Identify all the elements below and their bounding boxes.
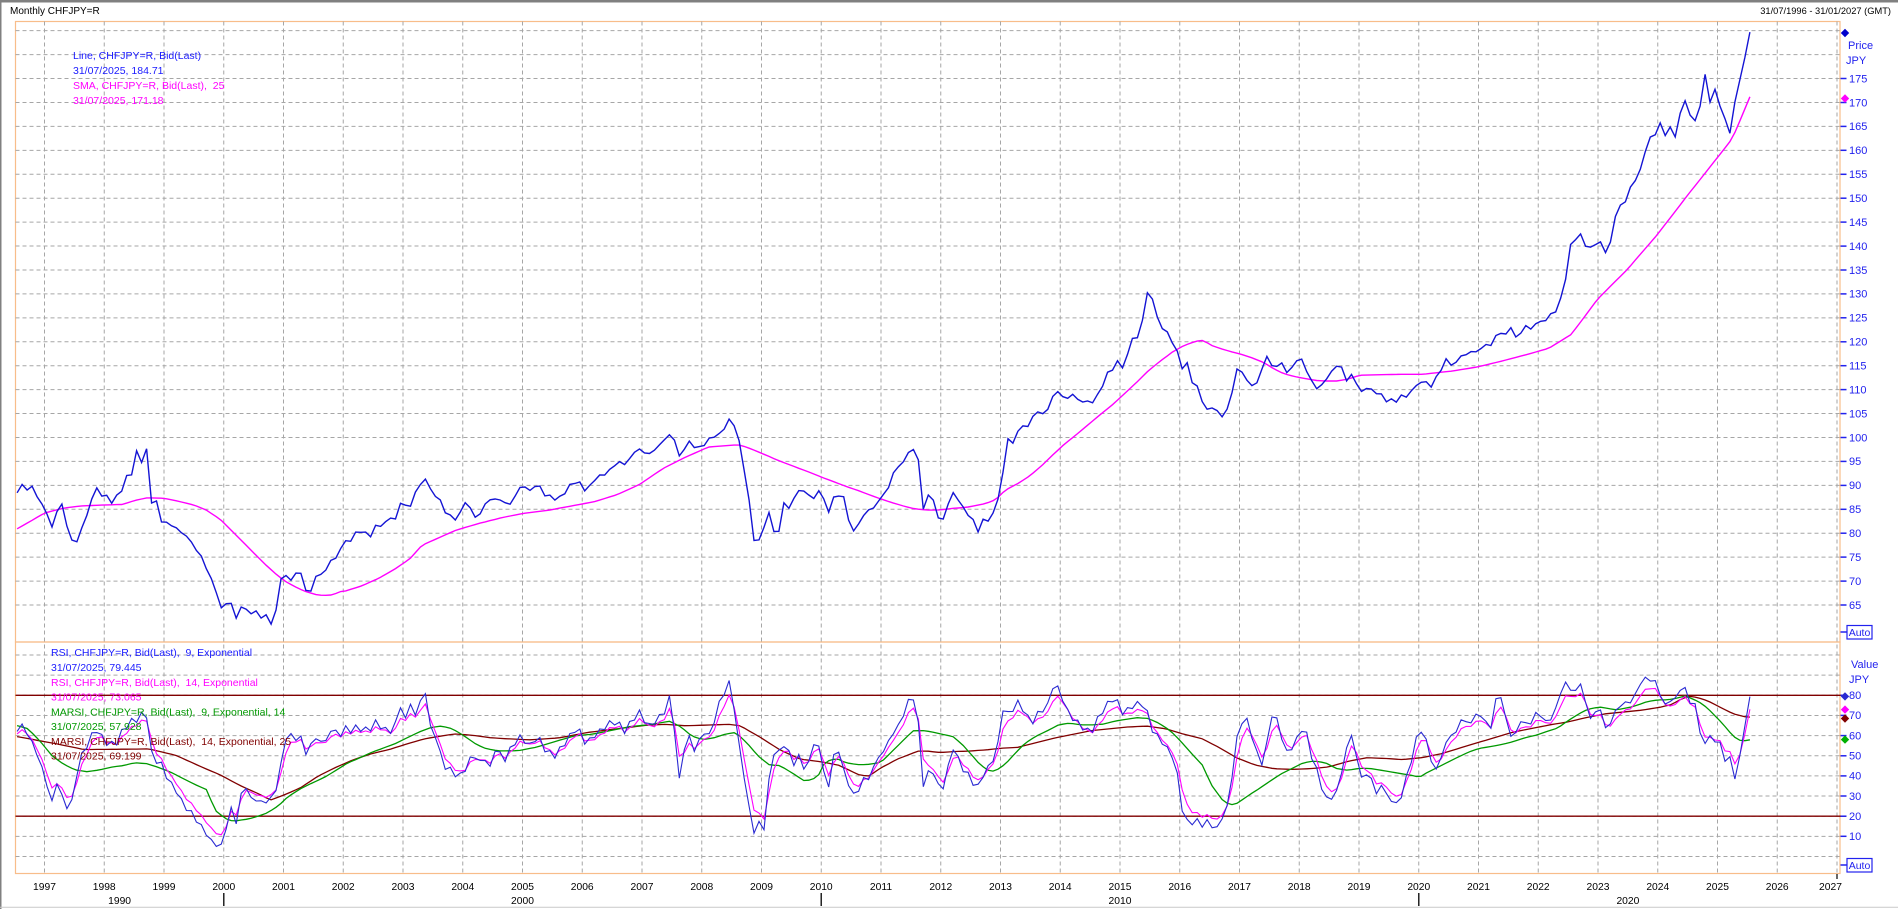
svg-text:2002: 2002 bbox=[332, 882, 355, 893]
svg-text:155: 155 bbox=[1849, 169, 1867, 181]
svg-text:50: 50 bbox=[1849, 751, 1861, 763]
svg-text:JPY: JPY bbox=[1849, 674, 1870, 686]
svg-text:90: 90 bbox=[1849, 480, 1861, 492]
svg-text:2007: 2007 bbox=[631, 882, 654, 893]
svg-text:1990: 1990 bbox=[108, 896, 131, 907]
svg-text:1998: 1998 bbox=[93, 882, 116, 893]
svg-text:125: 125 bbox=[1849, 313, 1867, 325]
svg-text:65: 65 bbox=[1849, 600, 1861, 612]
svg-text:80: 80 bbox=[1849, 690, 1861, 702]
svg-text:2023: 2023 bbox=[1587, 882, 1610, 893]
svg-text:2018: 2018 bbox=[1288, 882, 1311, 893]
svg-text:2014: 2014 bbox=[1049, 882, 1072, 893]
svg-text:120: 120 bbox=[1849, 337, 1867, 349]
svg-text:70: 70 bbox=[1849, 576, 1861, 588]
svg-text:JPY: JPY bbox=[1846, 55, 1867, 67]
svg-text:75: 75 bbox=[1849, 552, 1861, 564]
svg-text:20: 20 bbox=[1849, 811, 1861, 823]
svg-text:60: 60 bbox=[1849, 730, 1861, 742]
svg-text:Price: Price bbox=[1848, 40, 1873, 52]
svg-text:165: 165 bbox=[1849, 121, 1867, 133]
svg-text:2022: 2022 bbox=[1527, 882, 1550, 893]
svg-text:105: 105 bbox=[1849, 408, 1867, 420]
svg-text:140: 140 bbox=[1849, 241, 1867, 253]
svg-text:31/07/2025, 184.71: 31/07/2025, 184.71 bbox=[73, 65, 164, 77]
svg-text:2020: 2020 bbox=[1616, 896, 1639, 907]
svg-text:31/07/2025, 57.928: 31/07/2025, 57.928 bbox=[51, 721, 142, 733]
svg-text:MARSI, CHFJPY=R, Bid(Last), 9: MARSI, CHFJPY=R, Bid(Last), 9, Exponenti… bbox=[51, 707, 285, 719]
svg-text:70: 70 bbox=[1849, 710, 1861, 722]
svg-text:10: 10 bbox=[1849, 831, 1861, 843]
svg-text:2008: 2008 bbox=[690, 882, 713, 893]
svg-text:100: 100 bbox=[1849, 432, 1867, 444]
svg-text:2004: 2004 bbox=[451, 882, 474, 893]
svg-text:2025: 2025 bbox=[1706, 882, 1729, 893]
svg-text:SMA, CHFJPY=R, Bid(Last), 25: SMA, CHFJPY=R, Bid(Last), 25 bbox=[73, 80, 225, 92]
svg-text:2026: 2026 bbox=[1766, 882, 1789, 893]
svg-text:31/07/2025, 171.18: 31/07/2025, 171.18 bbox=[73, 95, 164, 107]
svg-text:31/07/2025, 79.445: 31/07/2025, 79.445 bbox=[51, 662, 142, 674]
svg-text:2020: 2020 bbox=[1407, 882, 1430, 893]
svg-text:145: 145 bbox=[1849, 217, 1867, 229]
svg-text:2015: 2015 bbox=[1109, 882, 1132, 893]
svg-text:2003: 2003 bbox=[392, 882, 415, 893]
svg-text:Auto: Auto bbox=[1849, 860, 1871, 872]
svg-text:95: 95 bbox=[1849, 456, 1861, 468]
svg-text:2013: 2013 bbox=[989, 882, 1012, 893]
svg-text:2012: 2012 bbox=[929, 882, 952, 893]
svg-text:80: 80 bbox=[1849, 528, 1861, 540]
svg-text:2009: 2009 bbox=[750, 882, 773, 893]
svg-text:40: 40 bbox=[1849, 771, 1861, 783]
svg-text:115: 115 bbox=[1849, 361, 1867, 373]
svg-text:Line, CHFJPY=R, Bid(Last): Line, CHFJPY=R, Bid(Last) bbox=[73, 50, 201, 62]
svg-text:160: 160 bbox=[1849, 145, 1867, 157]
svg-text:2017: 2017 bbox=[1228, 882, 1251, 893]
svg-text:1999: 1999 bbox=[153, 882, 176, 893]
svg-text:2027: 2027 bbox=[1819, 882, 1842, 893]
svg-text:170: 170 bbox=[1849, 97, 1867, 109]
svg-text:MARSI, CHFJPY=R, Bid(Last), 1: MARSI, CHFJPY=R, Bid(Last), 14, Exponent… bbox=[51, 736, 291, 748]
svg-text:2011: 2011 bbox=[870, 882, 892, 893]
svg-text:2001: 2001 bbox=[272, 882, 295, 893]
svg-text:2021: 2021 bbox=[1467, 882, 1490, 893]
svg-text:2000: 2000 bbox=[212, 882, 235, 893]
svg-text:2010: 2010 bbox=[810, 882, 833, 893]
svg-text:Auto: Auto bbox=[1849, 627, 1871, 639]
svg-text:2005: 2005 bbox=[511, 882, 534, 893]
svg-text:110: 110 bbox=[1849, 384, 1867, 396]
svg-text:31/07/2025, 73.065: 31/07/2025, 73.065 bbox=[51, 692, 142, 704]
svg-text:31/07/2025, 69.199: 31/07/2025, 69.199 bbox=[51, 751, 142, 763]
svg-text:2006: 2006 bbox=[571, 882, 594, 893]
svg-text:RSI, CHFJPY=R, Bid(Last), 14,: RSI, CHFJPY=R, Bid(Last), 14, Exponentia… bbox=[51, 677, 258, 689]
svg-text:2024: 2024 bbox=[1646, 882, 1669, 893]
svg-text:2000: 2000 bbox=[511, 896, 534, 907]
svg-text:Monthly CHFJPY=R: Monthly CHFJPY=R bbox=[10, 6, 100, 17]
svg-text:31/07/1996 - 31/01/2027 (GMT): 31/07/1996 - 31/01/2027 (GMT) bbox=[1760, 6, 1891, 16]
svg-text:1997: 1997 bbox=[33, 882, 56, 893]
svg-text:175: 175 bbox=[1849, 73, 1867, 85]
svg-text:2019: 2019 bbox=[1348, 882, 1371, 893]
svg-text:135: 135 bbox=[1849, 265, 1867, 277]
svg-text:150: 150 bbox=[1849, 193, 1867, 205]
svg-text:85: 85 bbox=[1849, 504, 1861, 516]
svg-text:2016: 2016 bbox=[1168, 882, 1191, 893]
svg-text:RSI, CHFJPY=R, Bid(Last), 9,: RSI, CHFJPY=R, Bid(Last), 9, Exponential bbox=[51, 647, 252, 659]
svg-text:Value: Value bbox=[1851, 659, 1878, 671]
svg-text:2010: 2010 bbox=[1109, 896, 1132, 907]
svg-text:130: 130 bbox=[1849, 289, 1867, 301]
svg-text:30: 30 bbox=[1849, 791, 1861, 803]
